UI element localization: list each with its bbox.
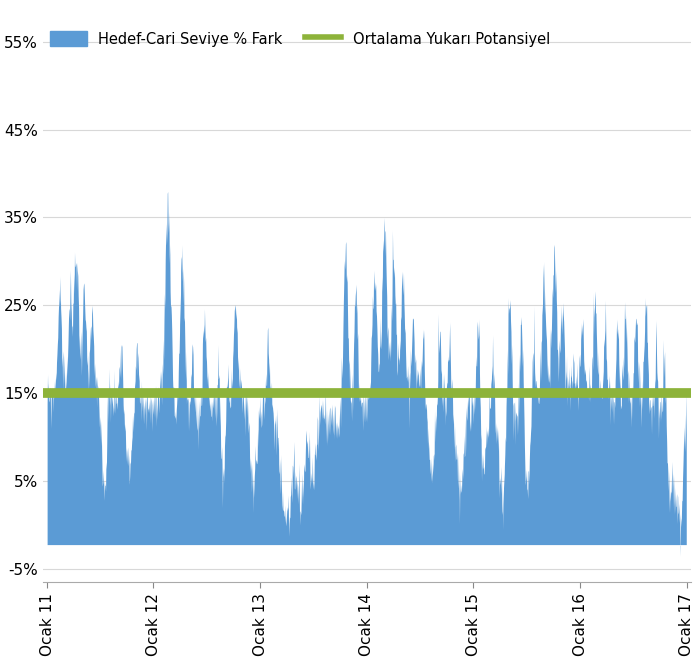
Legend: Hedef-Cari Seviye % Fark, Ortalama Yukarı Potansiyel: Hedef-Cari Seviye % Fark, Ortalama Yukar… [50, 31, 550, 47]
